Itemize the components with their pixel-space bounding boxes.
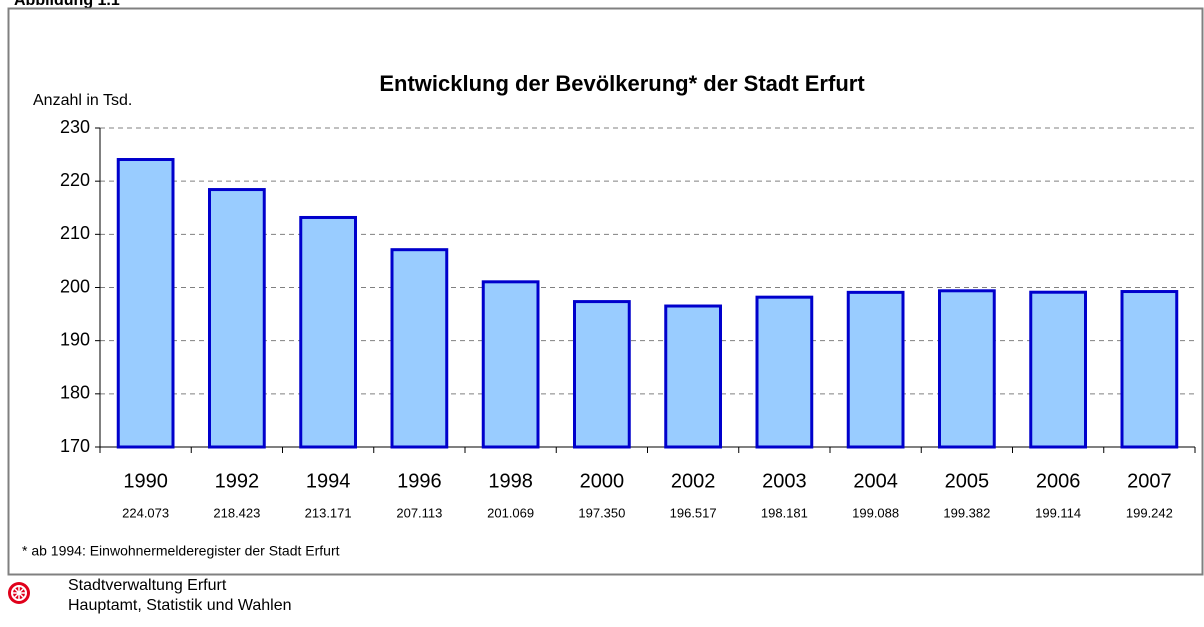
bar [208, 188, 266, 449]
footer-line: Hauptamt, Statistik und Wahlen [68, 597, 292, 614]
y-tick-label: 170 [60, 436, 90, 456]
bar [390, 248, 449, 449]
x-tick-label: 1996 [397, 470, 442, 492]
x-tick-label: 2000 [580, 470, 625, 492]
y-tick-label: 190 [60, 329, 90, 349]
value-label: 199.242 [1126, 505, 1173, 520]
value-label: 201.069 [487, 505, 534, 520]
bar [755, 295, 814, 449]
x-tick-label: 1994 [306, 470, 351, 492]
x-tick-label: 1998 [488, 470, 533, 492]
footnote: * ab 1994: Einwohnermelderegister der St… [22, 543, 340, 559]
x-tick-label: 2007 [1127, 470, 1172, 492]
y-tick-label: 180 [60, 383, 90, 403]
bar [299, 215, 357, 449]
y-axis-label: Anzahl in Tsd. [33, 92, 132, 109]
value-label: 199.114 [1035, 505, 1081, 520]
value-label: 198.181 [761, 505, 808, 520]
x-tick-label: 1990 [123, 470, 168, 492]
value-label: 213.171 [305, 505, 352, 520]
y-tick-label: 210 [60, 223, 90, 243]
bar [1029, 290, 1087, 449]
logo [8, 582, 30, 604]
value-label: 196.517 [670, 505, 717, 520]
x-tick-label: 2005 [945, 470, 990, 492]
value-label: 199.088 [852, 505, 899, 520]
y-tick-label: 230 [60, 117, 90, 137]
bar [573, 300, 631, 449]
value-label: 197.350 [578, 505, 625, 520]
bar [116, 158, 175, 449]
value-label: 207.113 [396, 505, 442, 520]
x-tick-label: 2006 [1036, 470, 1081, 492]
value-label: 224.073 [122, 505, 169, 520]
value-label: 218.423 [213, 505, 260, 520]
bar [938, 289, 996, 449]
bar [481, 280, 540, 449]
x-tick-label: 2003 [762, 470, 807, 492]
bar [846, 290, 905, 449]
x-tick-label: 2004 [853, 470, 898, 492]
bar [1120, 290, 1179, 449]
chart-frame [7, 7, 1204, 576]
footer-line: Stadtverwaltung Erfurt [68, 577, 227, 594]
chart-title: Entwicklung der Bevölkerung* der Stadt E… [379, 71, 865, 96]
bar [664, 304, 722, 449]
figure-label: Abbildung 1.1 [14, 0, 120, 9]
x-tick-label: 1992 [215, 470, 260, 492]
value-label: 199.382 [943, 505, 990, 520]
y-tick-label: 220 [60, 170, 90, 190]
y-tick-label: 200 [60, 276, 90, 296]
x-tick-label: 2002 [671, 470, 716, 492]
